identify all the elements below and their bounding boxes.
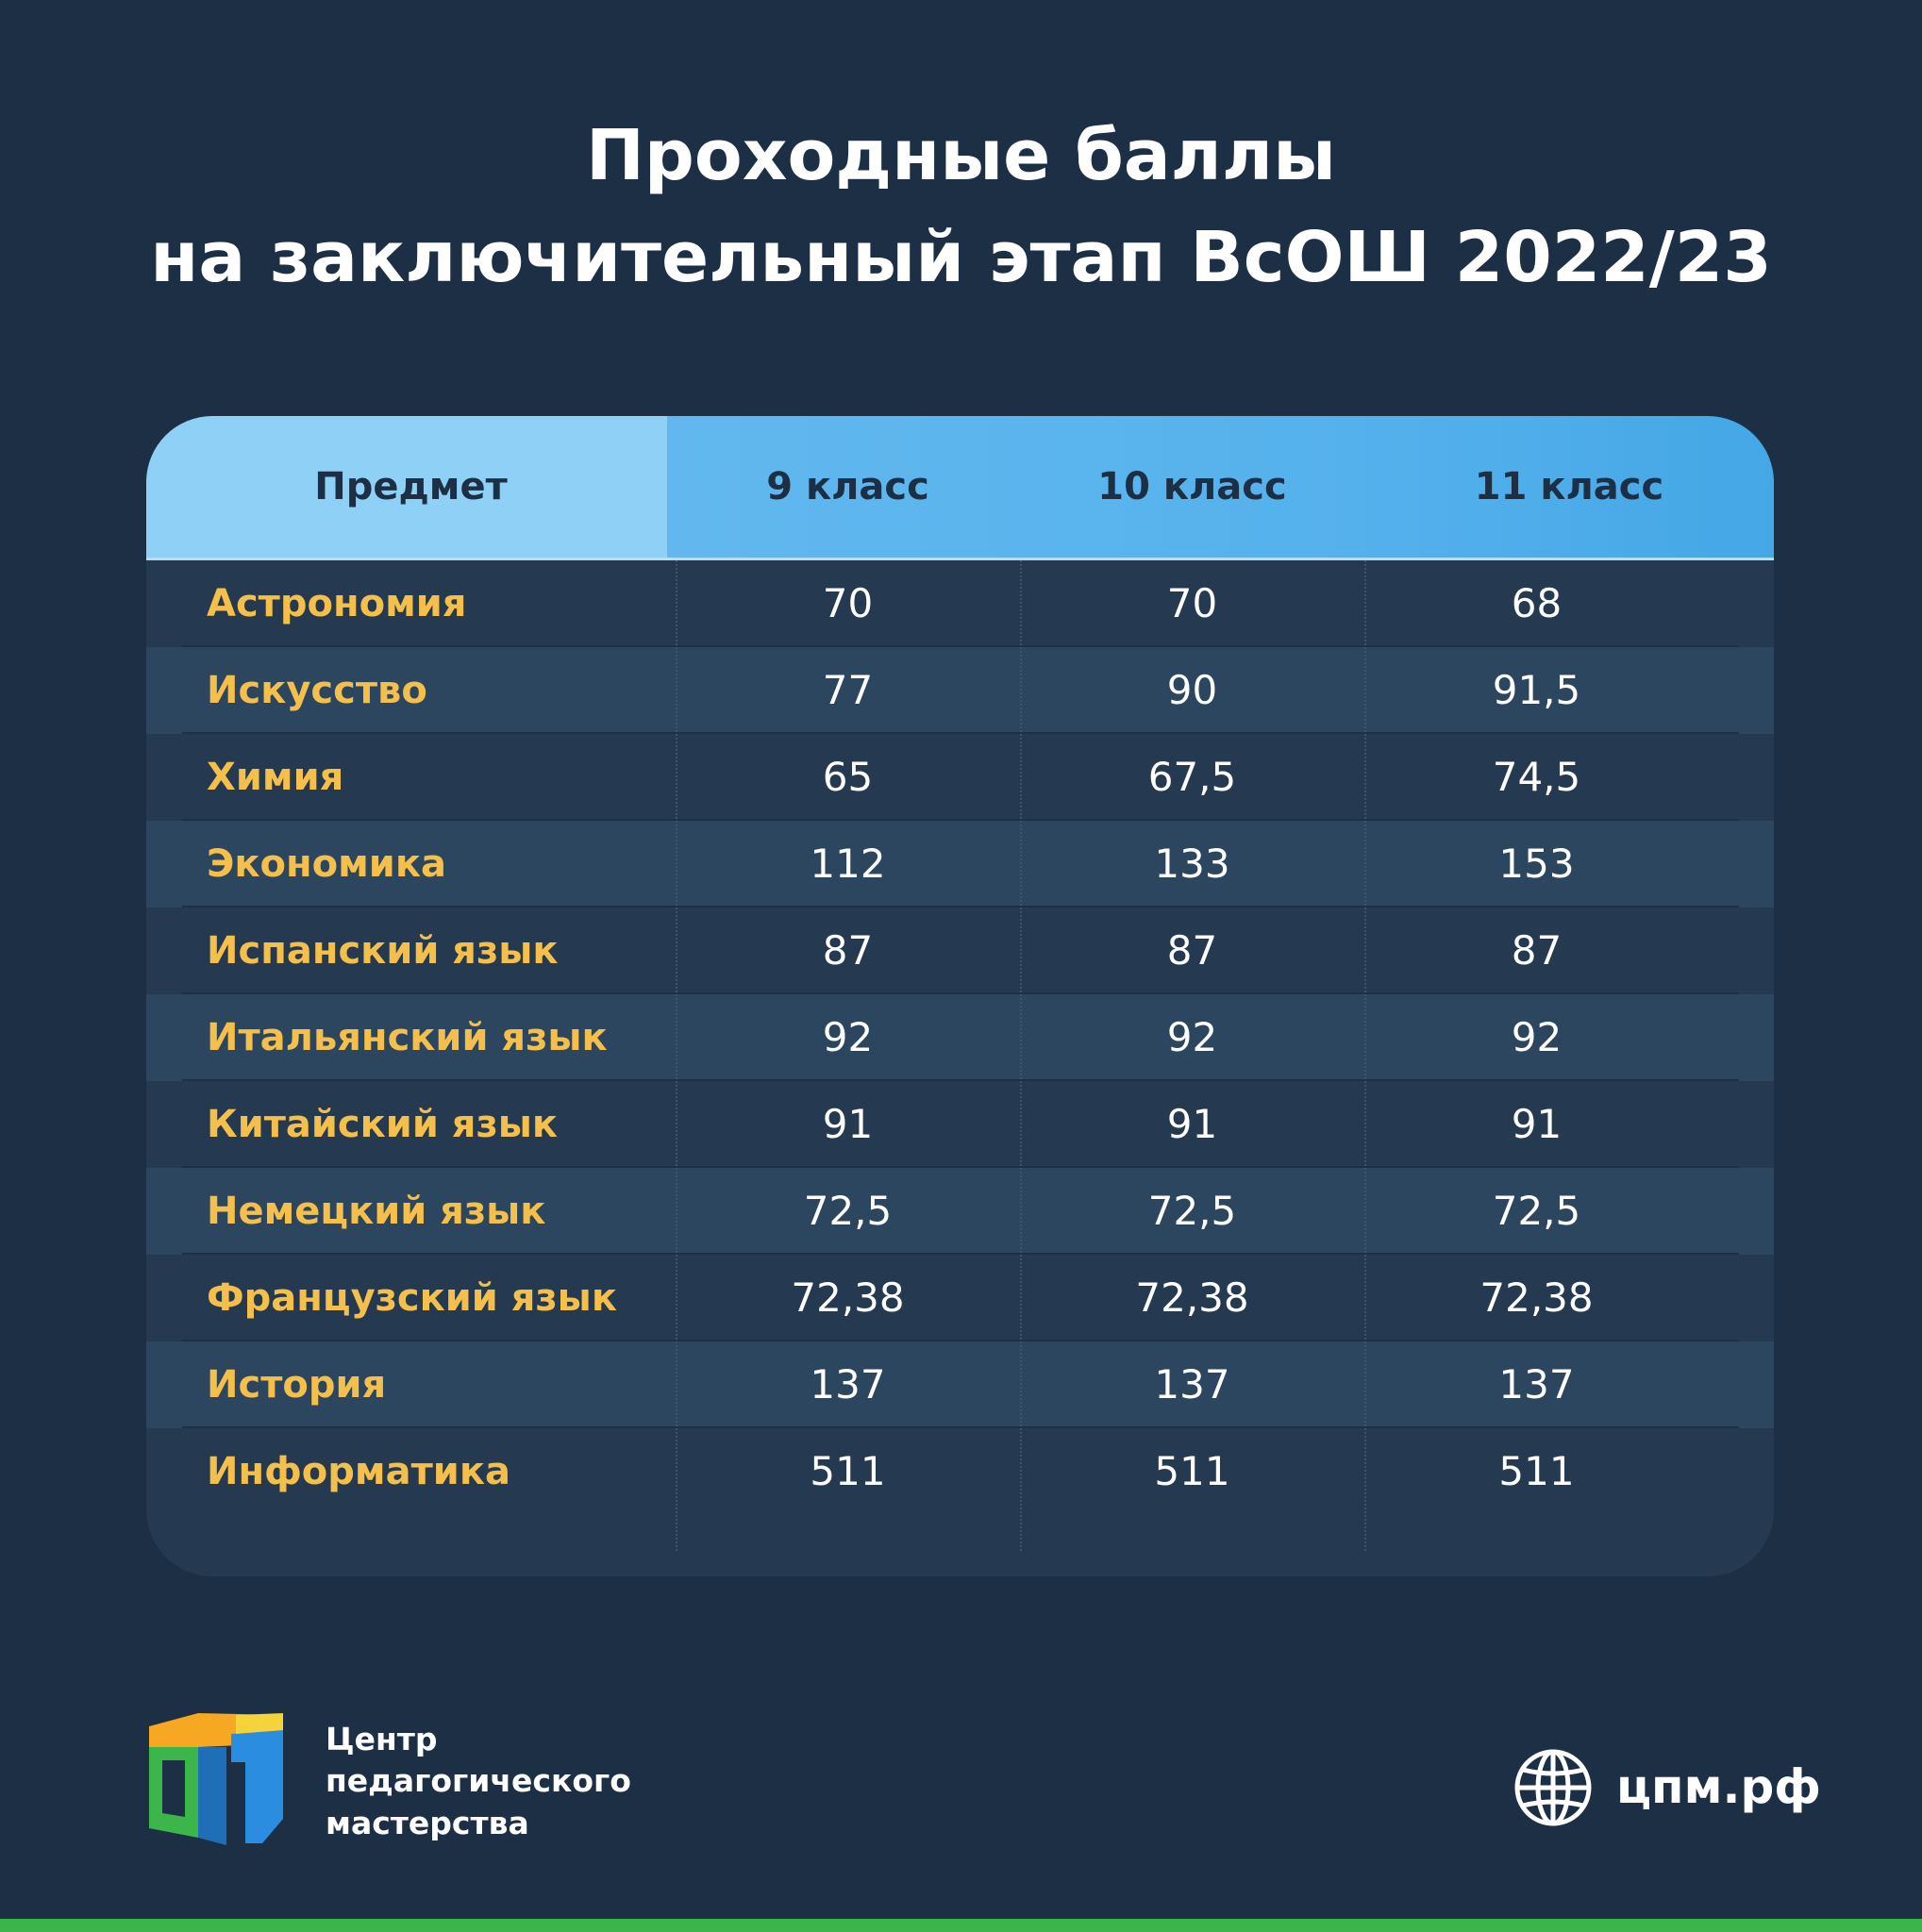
score: 153 [1498,841,1575,887]
table-row: Информатика 511 511 511 [146,1428,1774,1515]
score: 91,5 [1492,667,1581,713]
subject: Французский язык [207,1276,617,1320]
row-separator [182,645,1739,648]
score: 72,5 [803,1188,893,1234]
subject: Экономика [207,842,446,886]
score: 91 [1511,1101,1563,1147]
score: 72,38 [791,1274,905,1321]
subject: История [207,1363,387,1407]
score: 91 [822,1101,874,1147]
score: 70 [1166,580,1218,626]
score: 72,5 [1147,1188,1237,1234]
score: 67,5 [1147,754,1237,800]
subject: Итальянский язык [207,1016,608,1059]
score: 72,38 [1135,1274,1249,1321]
score: 87 [1511,927,1563,974]
row-separator [182,1079,1739,1082]
website: цпм.рф [1616,1759,1821,1814]
row-separator [182,732,1739,735]
table-row: Астрономия 70 70 68 [146,560,1774,647]
globe-icon [1514,1749,1592,1826]
subject: Китайский язык [207,1103,559,1146]
row-separator [182,1166,1739,1169]
column-header: 10 класс [1097,465,1287,508]
table-row: Итальянский язык 92 92 92 [146,994,1774,1081]
bottom-bar [0,1919,1922,1932]
table: Предмет 9 класс 10 класс 11 класс Астрономи… [146,416,1774,1576]
subject: Искусство [207,669,427,712]
score: 511 [810,1448,886,1494]
table-row: Искусство 77 90 91,5 [146,647,1774,734]
score: 137 [1498,1361,1575,1407]
score: 137 [810,1361,886,1407]
table-row: Экономика 112 133 153 [146,821,1774,908]
score: 511 [1154,1448,1230,1494]
row-separator [182,819,1739,822]
subject: Астрономия [207,582,467,625]
score: 74,5 [1492,754,1581,800]
table-row: Немецкий язык 72,5 72,5 72,5 [146,1168,1774,1255]
score: 92 [1166,1014,1218,1060]
column-header: 9 класс [766,465,929,508]
table-header: Предмет 9 класс 10 класс 11 класс [146,416,1774,560]
org-name: Центр [326,1721,438,1757]
subject: Информатика [207,1450,510,1493]
title-line: Проходные баллы [586,115,1336,196]
score: 87 [822,927,874,974]
column-divider [1364,560,1366,1551]
column-divider [676,560,677,1551]
column-header: 11 класс [1474,465,1664,508]
title-line: на заключительный этап ВсОШ 2022/23 [150,217,1772,298]
logo [149,1713,283,1845]
score: 137 [1154,1361,1230,1407]
column-header: Предмет [314,465,508,508]
table-row: Французский язык 72,38 72,38 72,38 [146,1255,1774,1341]
score: 112 [810,841,886,887]
row-separator [182,1340,1739,1342]
table-row: Химия 65 67,5 74,5 [146,734,1774,821]
table-row: Испанский язык 87 87 87 [146,908,1774,994]
subject: Немецкий язык [207,1190,546,1233]
row-separator [182,992,1739,995]
score: 92 [822,1014,874,1060]
row-separator [182,1253,1739,1256]
subject: Химия [207,756,344,799]
score: 91 [1166,1101,1218,1147]
score: 90 [1166,667,1218,713]
score: 70 [822,580,874,626]
subject: Испанский язык [207,929,559,973]
score: 87 [1166,927,1218,974]
org-name: мастерства [326,1805,529,1841]
row-separator [182,1426,1739,1429]
score: 72,5 [1492,1188,1581,1234]
table-row: Китайский язык 91 91 91 [146,1081,1774,1168]
table-row: История 137 137 137 [146,1341,1774,1428]
score: 511 [1498,1448,1575,1494]
score: 68 [1511,580,1563,626]
column-divider [1020,560,1022,1551]
score: 77 [822,667,874,713]
row-separator [182,906,1739,908]
org-name: педагогического [326,1762,631,1799]
score: 72,38 [1479,1274,1594,1321]
score: 65 [822,754,874,800]
score: 92 [1511,1014,1563,1060]
score: 133 [1154,841,1230,887]
